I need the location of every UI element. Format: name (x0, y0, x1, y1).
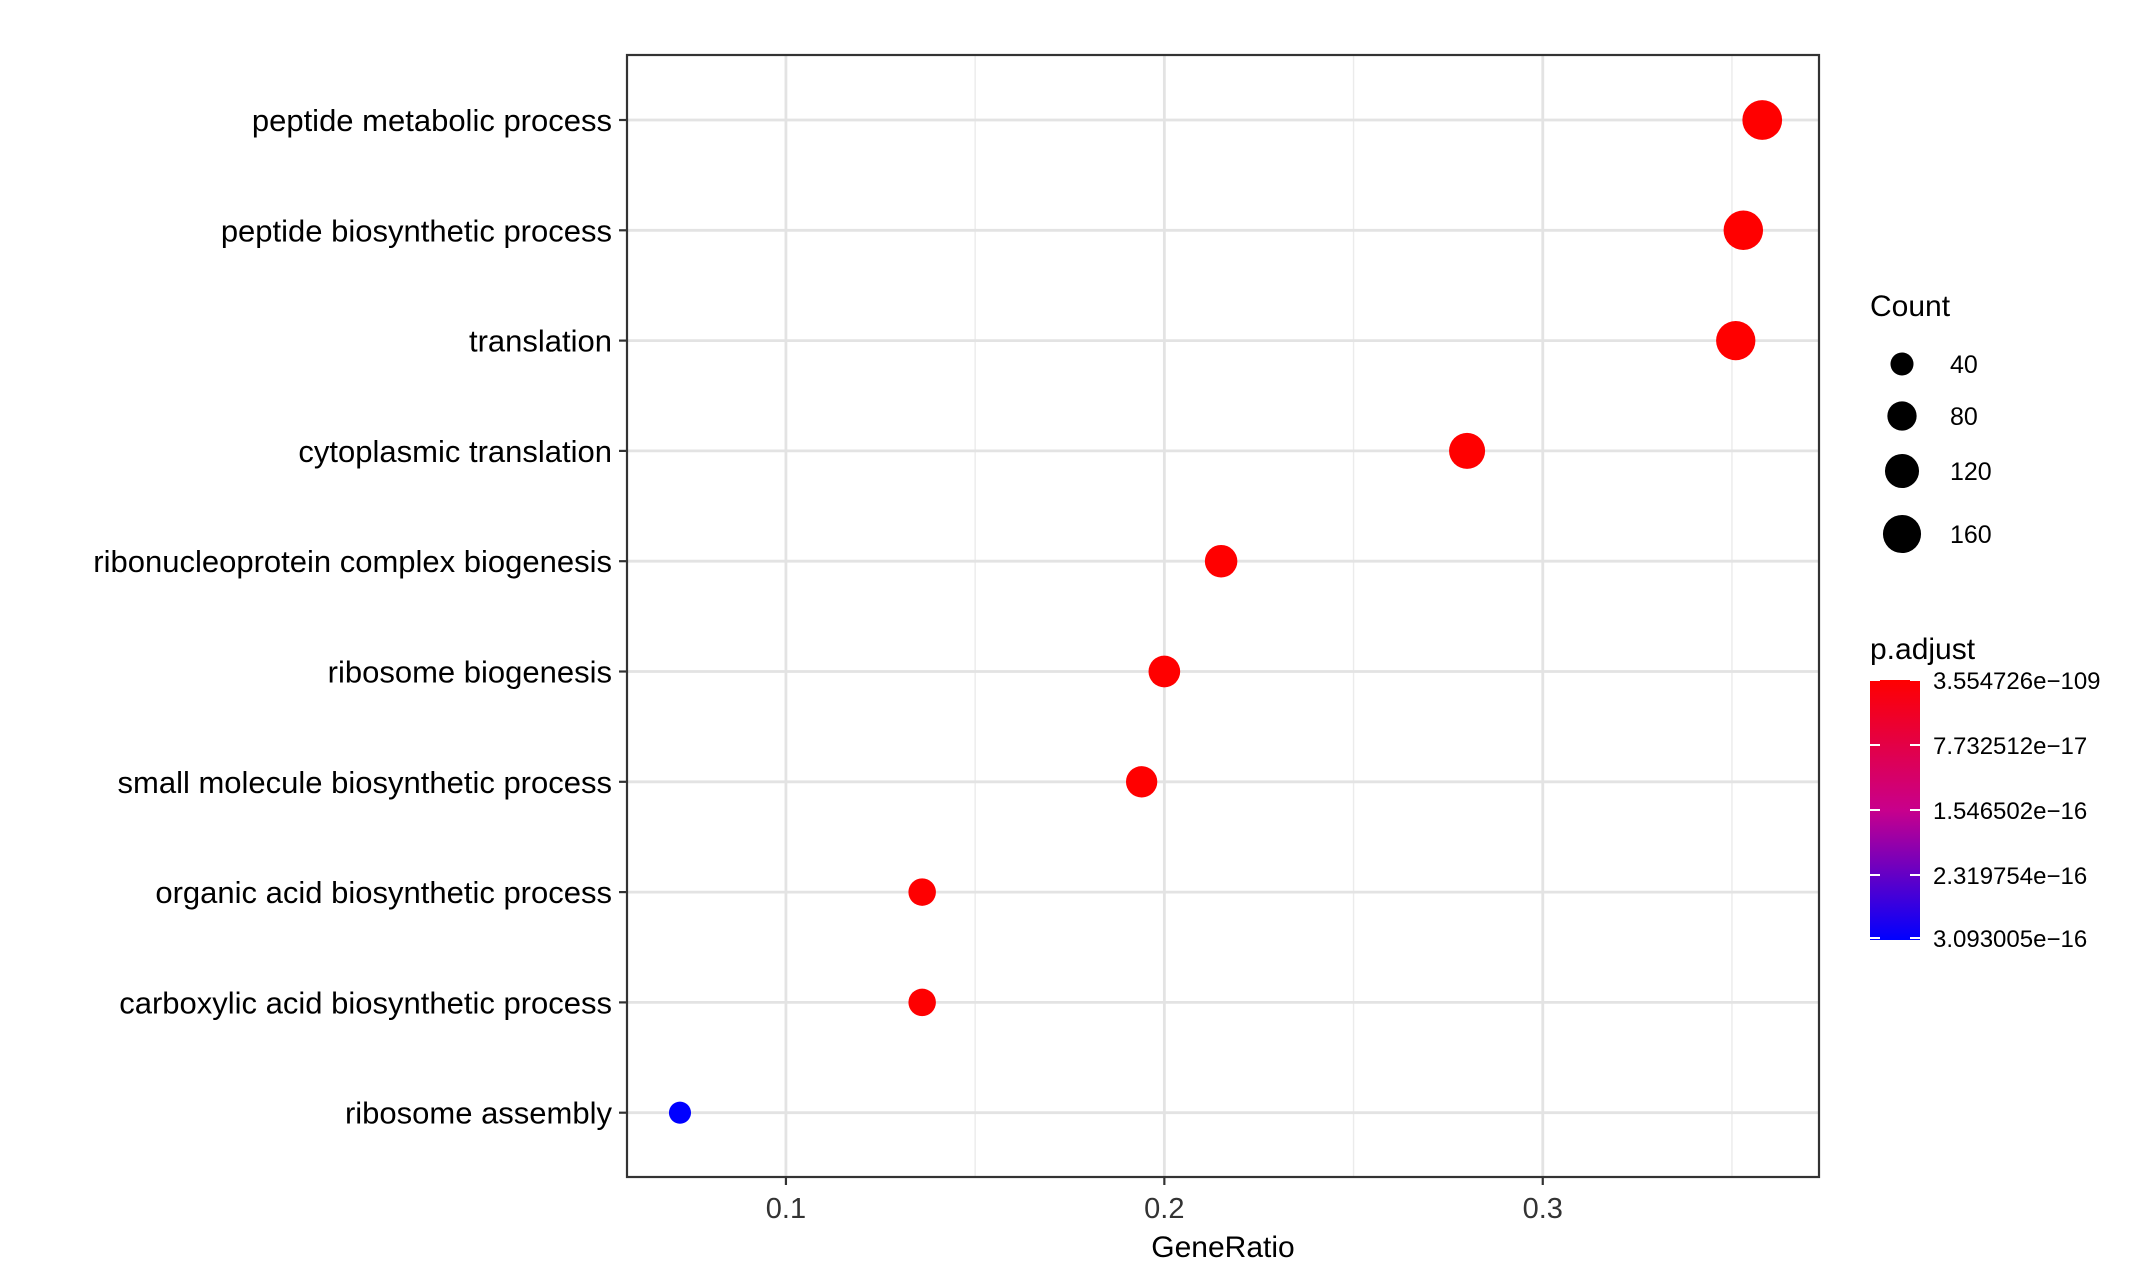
x-axis: 0.1 0.2 0.3 (766, 1177, 1563, 1225)
x-tick-label: 0.2 (1144, 1193, 1184, 1225)
x-tick-label: 0.1 (766, 1193, 806, 1225)
plot-panel-border (625, 53, 1821, 1179)
size-legend-title: Count (1870, 290, 1951, 323)
y-tick-label: ribonucleoprotein complex biogenesis (93, 544, 612, 579)
size-legend-label: 80 (1950, 403, 1978, 431)
color-legend-title: p.adjust (1870, 633, 1976, 666)
data-point (1204, 544, 1238, 578)
size-legend-label: 160 (1950, 521, 1992, 549)
color-legend-label: 1.546502e−16 (1933, 798, 2087, 825)
size-legend-key (1884, 453, 1920, 489)
y-tick-label: carboxylic acid biosynthetic process (119, 985, 612, 1020)
data-point (908, 878, 936, 906)
y-tick-label: small molecule biosynthetic process (118, 765, 613, 800)
y-tick-label: ribosome biogenesis (328, 655, 612, 690)
size-legend-key (1887, 401, 1917, 431)
data-point (1742, 100, 1783, 140)
size-legend-label: 120 (1950, 458, 1992, 486)
grid-lines (627, 55, 1819, 1177)
y-axis: peptide metabolic process peptide biosynt… (93, 103, 627, 1131)
y-tick-label: translation (469, 324, 612, 359)
data-point (908, 988, 936, 1017)
data-point (1449, 432, 1486, 469)
data-point (1716, 320, 1756, 361)
data-point (1125, 766, 1158, 798)
y-tick-label: organic acid biosynthetic process (155, 875, 612, 910)
data-point (1723, 210, 1764, 251)
size-legend: Count 40 80 120 160 (1870, 290, 1992, 554)
color-legend-label: 2.319754e−16 (1933, 863, 2087, 890)
y-tick-label: peptide metabolic process (252, 103, 612, 138)
size-legend-label: 40 (1950, 351, 1978, 379)
x-axis-title: GeneRatio (1151, 1231, 1294, 1263)
color-legend: p.adjust 3.554726e−109 7.732512e−17 1.5465… (1870, 633, 2101, 953)
data-points (668, 100, 1783, 1124)
data-point (668, 1101, 692, 1124)
color-legend-label: 3.093005e−16 (1933, 926, 2087, 953)
y-tick-label: cytoplasmic translation (298, 434, 612, 469)
size-legend-key (1882, 514, 1922, 554)
x-tick-label: 0.3 (1523, 1193, 1563, 1225)
color-legend-label: 7.732512e−17 (1933, 733, 2087, 760)
color-legend-label: 3.554726e−109 (1933, 668, 2101, 695)
size-legend-key (1890, 352, 1914, 376)
data-point (1148, 655, 1181, 688)
y-tick-label: peptide biosynthetic process (221, 213, 612, 248)
y-tick-label: ribosome assembly (345, 1096, 613, 1131)
